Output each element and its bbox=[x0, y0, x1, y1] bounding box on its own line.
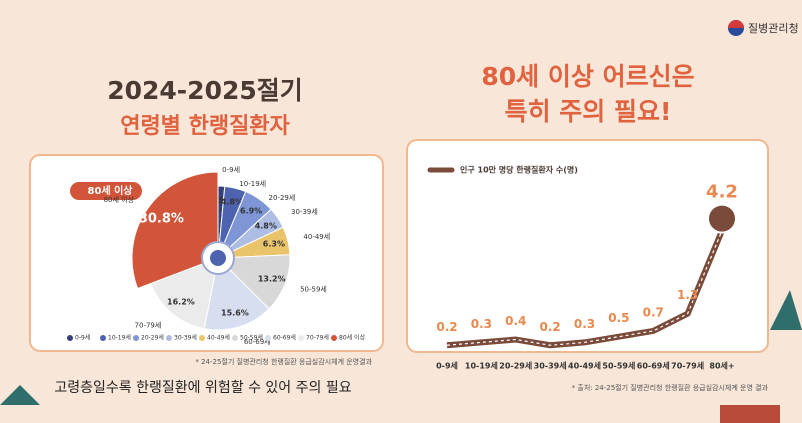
category-label: 80세 이상 bbox=[104, 195, 135, 204]
legend-label: 30-39세 bbox=[174, 334, 197, 342]
left-subtitle: 연령별 한랭질환자 bbox=[120, 114, 290, 139]
value-label: 4.8% bbox=[255, 221, 277, 230]
legend-label: 인구 10만 명당 한랭질환자 수(명) bbox=[460, 165, 578, 175]
pie-slice bbox=[131, 171, 219, 290]
value-label: 0.3 bbox=[471, 317, 492, 331]
badge-bg bbox=[70, 182, 142, 200]
legend-label: 20-29세 bbox=[141, 334, 164, 342]
category-label: 20-29세 bbox=[269, 193, 296, 202]
x-tick-label: 60-69세 bbox=[637, 361, 670, 371]
legend-label: 80세 이상 bbox=[339, 334, 366, 342]
category-label: 40-49세 bbox=[303, 232, 330, 241]
x-tick-label: 80세+ bbox=[709, 361, 734, 371]
category-label: 30-39세 bbox=[291, 207, 318, 216]
legend-swatch bbox=[265, 335, 271, 341]
legend-label: 50-59세 bbox=[240, 334, 263, 342]
category-label: 50-59세 bbox=[300, 285, 327, 294]
legend-swatch bbox=[199, 335, 205, 341]
value-label: 16.2% bbox=[167, 298, 195, 307]
line-note: * 출처: 24-25절기 질병관리청 한랭질환 응급실감시체계 운영 결과 bbox=[572, 383, 769, 392]
legend-label: 40-49세 bbox=[207, 334, 230, 342]
legend-swatch bbox=[67, 335, 73, 341]
x-tick-label: 70-79세 bbox=[671, 361, 704, 371]
line-dash bbox=[446, 230, 723, 346]
value-label: 4.2 bbox=[706, 182, 738, 203]
x-tick-label: 40-49세 bbox=[568, 361, 601, 371]
value-label: 4.8% bbox=[221, 198, 243, 207]
right-subtitle: 특히 주의 필요! bbox=[505, 97, 672, 126]
right-title: 80세 이상 어르신은 bbox=[481, 62, 694, 91]
value-label: 6.9% bbox=[240, 206, 262, 215]
category-label: 0-9세 bbox=[222, 165, 240, 174]
legend-label: 10-19세 bbox=[108, 334, 131, 342]
pie-slice bbox=[216, 254, 291, 310]
value-label: 15.6% bbox=[221, 309, 249, 318]
legend-swatch bbox=[232, 335, 238, 341]
highlight-icon bbox=[707, 203, 737, 234]
legend-label: 60-69세 bbox=[273, 334, 296, 342]
left-title: 2024-2025절기 bbox=[107, 76, 303, 105]
x-tick-label: 20-29세 bbox=[499, 361, 532, 371]
pie-slice bbox=[150, 257, 219, 330]
badge: 80세 이상 bbox=[88, 184, 134, 197]
value-label: 0.2 bbox=[436, 320, 457, 334]
caption: 고령층일수록 한랭질환에 위험할 수 있어 주의 필요 bbox=[54, 380, 351, 396]
value-label: 0.4 bbox=[505, 314, 526, 328]
legend-label: 0-9세 bbox=[75, 334, 90, 342]
logo: 질병관리청 bbox=[748, 22, 799, 35]
value-label: 0.5 bbox=[608, 311, 629, 325]
legend-swatch bbox=[100, 335, 106, 341]
x-tick-label: 0-9세 bbox=[436, 361, 458, 371]
legend-swatch bbox=[298, 335, 304, 341]
legend-swatch bbox=[133, 335, 139, 341]
value-label: 30.8% bbox=[139, 211, 184, 226]
pie-slice bbox=[203, 256, 270, 331]
legend-label: 70-79세 bbox=[306, 334, 329, 342]
line-card bbox=[406, 139, 769, 353]
pie-note: * 24-25절기 질병관리청 한랭질환 응급실감시체계 운영결과 bbox=[195, 357, 372, 366]
value-label: 0.2 bbox=[539, 320, 560, 334]
logo-icon-top bbox=[728, 20, 744, 28]
x-tick-label: 30-39세 bbox=[534, 361, 567, 371]
house-decoration bbox=[720, 405, 780, 423]
value-label: 6.3% bbox=[263, 240, 285, 249]
legend-swatch bbox=[331, 335, 337, 341]
category-label: 60-69세 bbox=[244, 337, 271, 346]
category-label: 10-19세 bbox=[239, 179, 266, 188]
thermometer-core bbox=[210, 250, 226, 266]
value-label: 13.2% bbox=[258, 274, 286, 283]
x-tick-label: 10-19세 bbox=[465, 361, 498, 371]
legend-swatch bbox=[166, 335, 172, 341]
value-label: 0.3 bbox=[574, 317, 595, 331]
value-label: 1.5% bbox=[210, 196, 232, 205]
category-label: 70-79세 bbox=[135, 320, 162, 329]
x-tick-label: 50-59세 bbox=[602, 361, 635, 371]
value-label: 1.3 bbox=[677, 288, 698, 302]
value-label: 0.7 bbox=[643, 305, 664, 319]
